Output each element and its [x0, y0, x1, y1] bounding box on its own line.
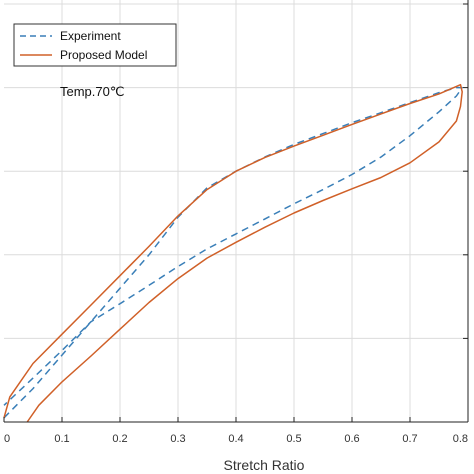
legend-label-proposed-model: Proposed Model — [60, 48, 147, 62]
x-tick-label: 0.4 — [228, 433, 243, 445]
x-tick-label: 0.2 — [112, 433, 127, 445]
x-axis-label: Stretch Ratio — [224, 457, 305, 473]
series-line-experiment — [3, 86, 463, 419]
x-tick-label: 0.8 — [453, 433, 468, 445]
x-tick-label: 0 — [4, 433, 10, 445]
legend-box — [13, 23, 177, 67]
temperature-annotation: Temp.70℃ — [60, 84, 124, 99]
x-tick-label: 0.6 — [344, 433, 359, 445]
x-tick-label: 0.7 — [402, 433, 417, 445]
series-line-proposed-model — [3, 83, 463, 423]
legend-label-experiment: Experiment — [60, 29, 121, 43]
x-tick-label: 0.3 — [170, 433, 185, 445]
series-layer — [3, 83, 463, 423]
grid-lines — [4, 0, 469, 422]
x-tick-label: 0.5 — [286, 433, 301, 445]
legend: Experiment Proposed Model — [13, 23, 177, 67]
x-tick-label: 0.1 — [54, 433, 69, 445]
x-tick-group: 0 0.1 0.2 0.3 0.4 0.5 0.6 0.7 0.8 — [3, 417, 469, 445]
